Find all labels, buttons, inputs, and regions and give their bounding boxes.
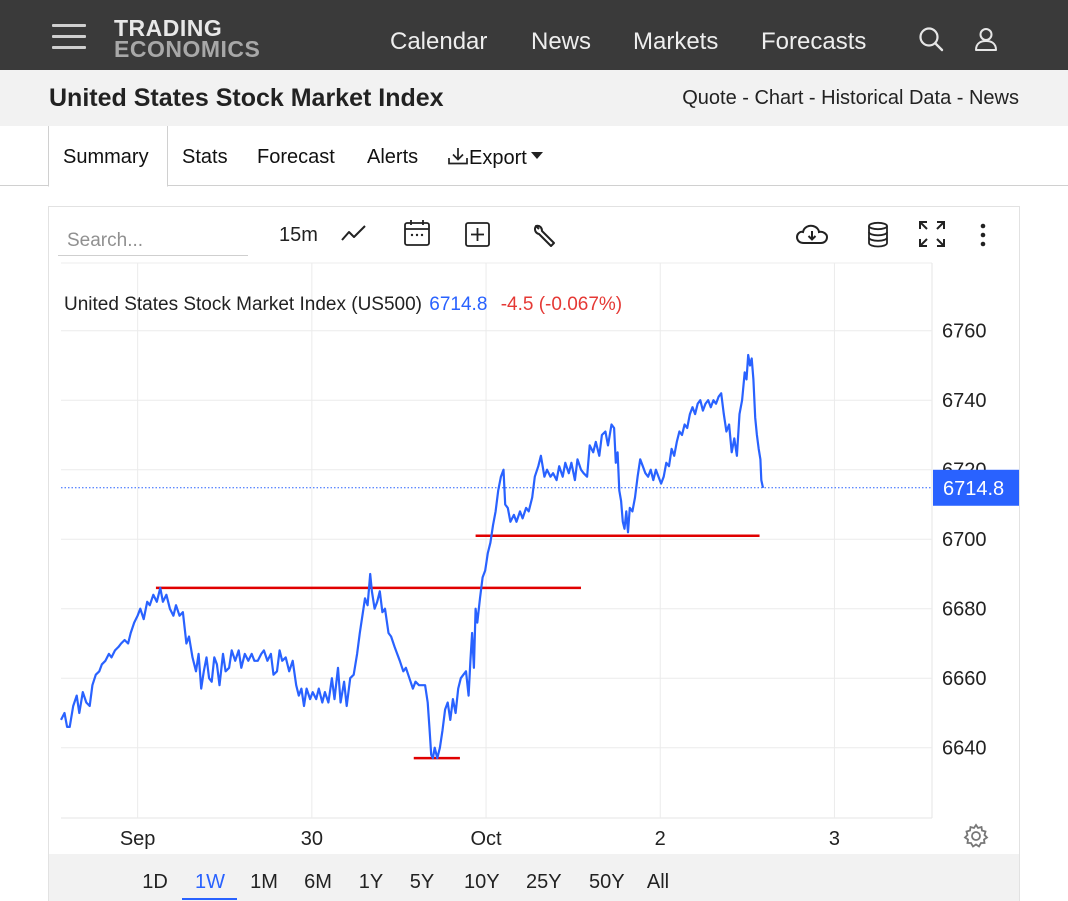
y-axis: 66406660668067006720674067606714.8 bbox=[933, 321, 1019, 760]
chart-grid bbox=[61, 262, 933, 819]
range-button-10y[interactable]: 10Y bbox=[464, 871, 500, 893]
y-tick-label: 6680 bbox=[942, 599, 987, 621]
brand-line-2: ECONOMICS bbox=[114, 36, 261, 62]
menu-icon[interactable] bbox=[52, 24, 86, 50]
x-tick-label: Oct bbox=[470, 828, 502, 850]
y-tick-label: 6640 bbox=[942, 738, 987, 760]
wrench-icon[interactable] bbox=[531, 222, 558, 254]
caret-down-icon bbox=[530, 152, 543, 159]
x-tick-label: 2 bbox=[655, 828, 666, 850]
selected-range-underline bbox=[182, 898, 237, 900]
range-button-50y[interactable]: 50Y bbox=[589, 871, 625, 893]
nav-forecasts[interactable]: Forecasts bbox=[761, 28, 867, 55]
crumb-separator: - bbox=[951, 87, 969, 109]
crumb-separator: - bbox=[803, 87, 822, 109]
crumb-quote[interactable]: Quote bbox=[682, 87, 737, 109]
top-navbar: TRADING ECONOMICS Calendar News Markets … bbox=[0, 0, 1068, 70]
database-icon[interactable] bbox=[866, 221, 890, 254]
search-icon[interactable] bbox=[918, 26, 944, 57]
legend-price: 6714.8 bbox=[429, 294, 488, 315]
crumb-news[interactable]: News bbox=[968, 87, 1019, 109]
y-tick-label: 6700 bbox=[942, 529, 987, 551]
user-icon[interactable] bbox=[973, 26, 999, 57]
range-button-25y[interactable]: 25Y bbox=[526, 871, 562, 893]
chart-legend: United States Stock Market Index (US500)… bbox=[64, 294, 622, 316]
cloud-download-icon[interactable] bbox=[795, 222, 829, 253]
range-button-1w[interactable]: 1W bbox=[195, 871, 225, 893]
crumb-historical-data[interactable]: Historical Data bbox=[821, 87, 952, 109]
chart-panel bbox=[48, 206, 1020, 901]
brand-line-1: TRADING bbox=[114, 15, 223, 41]
chart-series bbox=[60, 353, 765, 760]
export-label: Export bbox=[469, 147, 527, 169]
breadcrumb: Quote - Chart - Historical Data - News bbox=[682, 87, 1019, 110]
add-indicator-icon[interactable] bbox=[464, 221, 491, 253]
range-button-1y[interactable]: 1Y bbox=[358, 871, 384, 893]
download-icon bbox=[448, 148, 468, 165]
fullscreen-icon[interactable] bbox=[918, 220, 946, 253]
crumb-separator: - bbox=[736, 87, 755, 109]
x-tick-label: 3 bbox=[829, 828, 840, 850]
chart-annotations bbox=[61, 487, 932, 760]
x-tick-label: 30 bbox=[301, 828, 323, 850]
subheader bbox=[0, 70, 1068, 126]
range-button-5y[interactable]: 5Y bbox=[409, 871, 435, 893]
x-axis: Sep 30 Oct 2 3 bbox=[120, 828, 840, 850]
chart-settings-gear-icon[interactable] bbox=[963, 823, 989, 854]
tab-active-frame bbox=[48, 126, 168, 187]
range-selector-bar bbox=[49, 854, 1019, 901]
nav-news[interactable]: News bbox=[531, 28, 592, 55]
crumb-chart[interactable]: Chart bbox=[754, 87, 804, 109]
tab-export[interactable]: Export bbox=[447, 146, 544, 170]
range-button-1d[interactable]: 1D bbox=[142, 871, 168, 893]
y-tick-label: 6660 bbox=[942, 668, 987, 690]
tab-bar: Summary Stats Forecast Alerts Export bbox=[0, 126, 1068, 187]
y-tick-label: 6760 bbox=[942, 321, 987, 343]
line-chart-type-icon[interactable] bbox=[340, 222, 368, 251]
range-button-all[interactable]: All bbox=[646, 871, 670, 893]
last-price-badge-label: 6714.8 bbox=[943, 478, 1004, 500]
x-tick-label: Sep bbox=[120, 828, 156, 850]
tab-forecast[interactable]: Forecast bbox=[257, 146, 335, 168]
price-line bbox=[60, 353, 765, 760]
range-button-6m[interactable]: 6M bbox=[304, 871, 332, 893]
interval-selector[interactable]: 15m bbox=[279, 224, 318, 246]
page-title: United States Stock Market Index bbox=[49, 84, 444, 112]
tab-stats[interactable]: Stats bbox=[182, 146, 228, 168]
last-price-badge bbox=[933, 469, 1019, 506]
tab-alerts[interactable]: Alerts bbox=[367, 146, 419, 168]
brand-logo[interactable]: TRADING ECONOMICS bbox=[114, 15, 261, 62]
nav-markets[interactable]: Markets bbox=[633, 28, 719, 55]
tab-summary[interactable]: Summary bbox=[63, 146, 149, 168]
more-options-icon[interactable] bbox=[978, 222, 988, 253]
legend-change: -4.5 (-0.067%) bbox=[500, 294, 623, 315]
nav-calendar[interactable]: Calendar bbox=[390, 28, 488, 55]
symbol-search-input[interactable] bbox=[58, 226, 248, 256]
calendar-icon[interactable] bbox=[403, 218, 431, 253]
range-button-1m[interactable]: 1M bbox=[250, 871, 278, 893]
y-tick-label: 6740 bbox=[942, 390, 987, 412]
legend-symbol-name: United States Stock Market Index (US500) bbox=[64, 294, 422, 315]
